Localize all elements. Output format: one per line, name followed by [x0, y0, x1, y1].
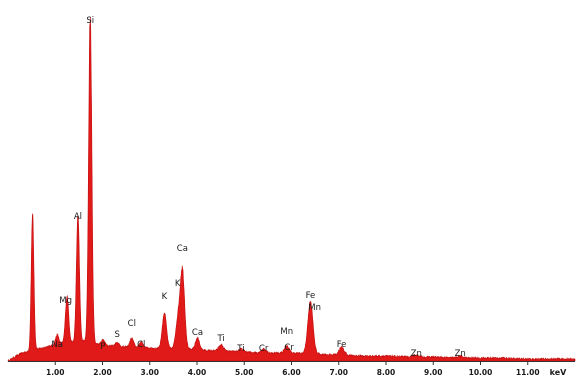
peak-label-mn: Mn — [280, 327, 293, 337]
peak-label-ca: Ca — [177, 244, 188, 254]
peak-label-na: Na — [51, 340, 63, 350]
peak-label-cr: Cr — [259, 344, 269, 354]
x-tick-label: 2.00 — [93, 368, 112, 377]
x-tick-label: 1.00 — [46, 368, 65, 377]
peak-label-zn: Zn — [455, 349, 466, 359]
peak-label-k: K — [162, 292, 168, 302]
x-tick-label: 11.00 — [516, 368, 540, 377]
peak-label-cr: Cr — [284, 343, 294, 353]
peak-label-fe: Fe — [337, 340, 347, 350]
spectrum-series — [7, 17, 576, 362]
x-tick-label: 7.00 — [329, 368, 348, 377]
x-tick-label: 3.00 — [140, 368, 159, 377]
x-tick-label: 10.00 — [469, 368, 493, 377]
x-tick-label: 5.00 — [235, 368, 254, 377]
peak-label-s: S — [114, 330, 119, 340]
peak-label-fe: Fe — [306, 291, 316, 301]
peak-label-k: K — [175, 279, 181, 289]
peak-label-cl: Cl — [137, 340, 145, 350]
x-tick-label: 9.00 — [424, 368, 443, 377]
peak-label-ca: Ca — [192, 328, 203, 338]
peak-label-si: Si — [86, 16, 94, 26]
peak-label-al: Al — [74, 212, 82, 222]
peak-labels: Si Al Mg Na PS Cl Cl KK Ca Ca Ti Ti Cr Mn Cr Fe Mn Fe Zn Zn — [51, 16, 465, 359]
peak-label-ti: Ti — [216, 334, 224, 344]
x-tick-label: 8.00 — [377, 368, 396, 377]
peak-label-zn: Zn — [411, 349, 422, 359]
peak-label-mg: Mg — [59, 296, 72, 306]
peak-label-ti: Ti — [236, 344, 244, 354]
x-tick-label: 4.00 — [188, 368, 207, 377]
x-tick-label: 6.00 — [282, 368, 301, 377]
x-axis-ticks: 1.00 2.00 3.00 4.00 5.00 6.00 7.00 8.00 9.00 10.0… — [46, 361, 540, 377]
x-axis-unit-label: keV — [550, 368, 568, 377]
peak-label-cl: Cl — [128, 319, 136, 329]
peak-label-mn: Mn — [308, 303, 321, 313]
peak-label-p: P — [100, 342, 105, 352]
